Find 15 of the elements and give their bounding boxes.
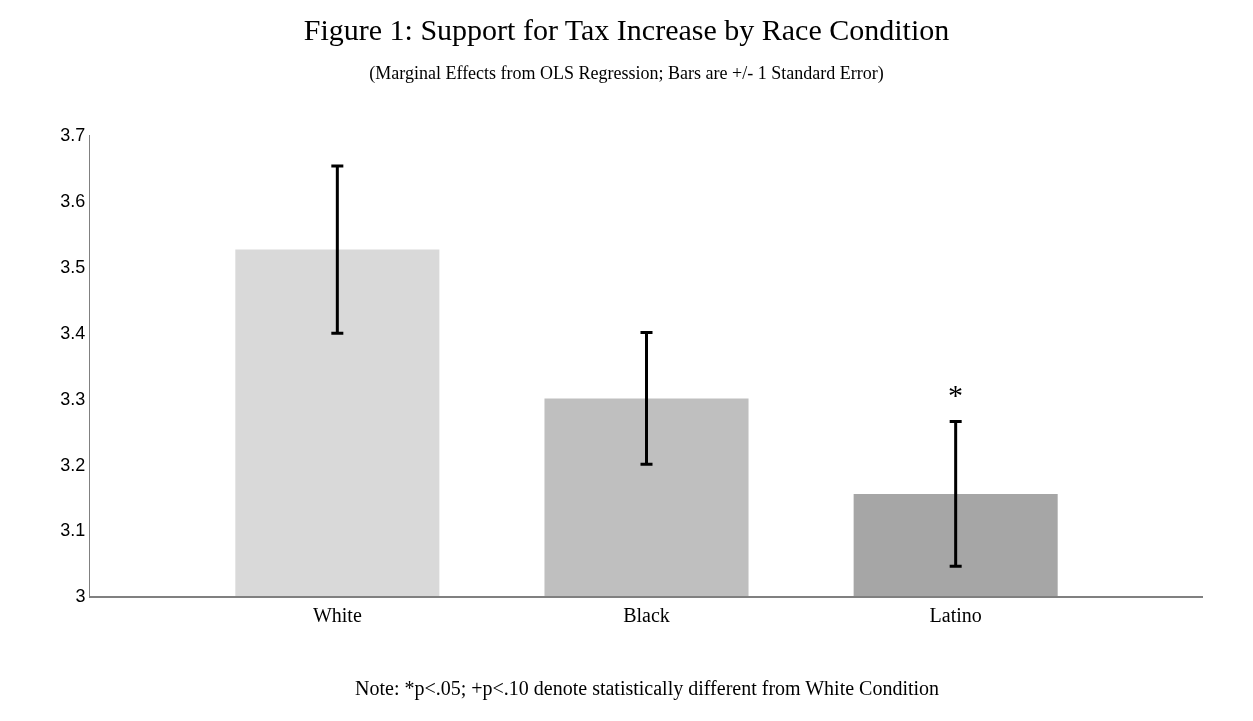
x-tick-label: Black [623,604,670,626]
chart-subtitle: (Marginal Effects from OLS Regression; Bars are +/- 1 Standard Error) [369,62,884,84]
y-tick-label: 3.5 [60,257,86,278]
text: Note: *p<.05; +p<.10 denote statistically different from White Condition [355,677,940,700]
y-tick-label: 3.6 [60,191,86,212]
annotation: * [948,378,963,411]
x-tick-label: White [312,604,362,626]
y-tick-label: 3.3 [60,388,86,409]
x-tick-label: Latino [929,604,982,626]
chart-title: Figure 1: Support for Tax Increase by Race Condition [303,12,950,46]
y-tick-label: 3.2 [60,454,86,475]
y-tick-label: 3.1 [60,520,86,541]
y-tick-label: 3.4 [60,322,86,343]
y-tick-label: 3.7 [60,125,86,146]
y-tick-label: 3 [75,586,86,607]
